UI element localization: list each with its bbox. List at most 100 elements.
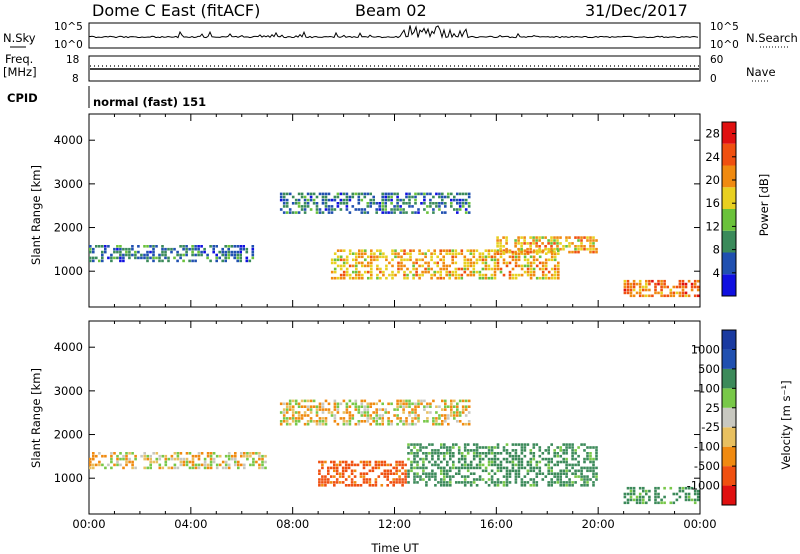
echo-cell [391,252,394,255]
echo-cell [433,249,436,252]
echo-cell [342,198,346,202]
echo-cell [502,245,505,248]
power-cbar-tick-label: 28 [705,127,720,141]
echo-cell [209,466,213,470]
echo-cell [110,253,113,257]
echo-cell [237,466,240,470]
echo-cell [351,192,355,196]
echo-cell [370,276,373,280]
echo-cell [586,452,589,455]
echo-cell [535,466,539,470]
echo-cell [532,250,535,254]
echo-cell [143,454,146,458]
echo-cell [246,454,249,458]
echo-cell [454,249,458,252]
echo-cell [122,253,125,257]
echo-cell [469,249,473,252]
echo-cell [464,414,468,417]
echo-cell [336,264,340,268]
echo-cell [411,402,414,406]
echo-cell [400,264,403,268]
echo-cell [463,264,467,268]
echo-cell [122,466,125,470]
echo-cell [414,414,417,417]
echo-cell [586,446,589,449]
echo-cell [279,208,283,211]
echo-cell [460,463,464,467]
echo-cell [261,457,264,461]
echo-cell [234,452,237,455]
echo-cell [140,256,143,260]
echo-cell [532,255,536,259]
echo-cell [370,258,373,262]
echo-cell [429,202,432,205]
echo-cell [635,282,639,286]
echo-cell [466,249,470,252]
echo-cell [333,261,337,265]
echo-cell [306,420,310,423]
echo-cell [194,253,197,257]
echo-cell [496,452,500,455]
echo-cell [339,264,343,268]
echo-cell [367,255,370,259]
echo-cell [399,208,402,211]
echo-cell [89,457,92,461]
echo-cell [303,399,307,403]
echo-cell [167,256,170,260]
echo-cell [565,460,568,464]
echo-cell [395,460,398,464]
echo-cell [158,256,161,260]
echo-cell [595,239,598,242]
echo-cell [529,449,533,452]
echo-cell [389,469,392,473]
echo-cell [654,492,657,496]
echo-cell [511,454,515,458]
echo-cell [297,202,301,205]
echo-cell [663,282,666,286]
echo-cell [577,245,580,248]
echo-cell [125,452,128,455]
echo-cell [529,236,532,239]
echo-cell [496,236,499,239]
echo-cell [399,198,402,202]
echo-cell [496,443,500,446]
echo-cell [354,192,358,196]
echo-cell [375,211,378,214]
echo-cell [684,495,688,499]
echo-cell [645,489,648,493]
echo-cell [550,255,554,259]
echo-cell [128,253,131,257]
echo-cell [629,489,633,493]
echo-cell [403,249,406,252]
echo-cell [433,273,436,277]
echo-cell [407,457,410,461]
echo-cell [463,466,467,470]
echo-cell [562,443,565,446]
echo-cell [433,261,436,265]
echo-cell [444,408,447,411]
echo-cell [520,446,524,449]
echo-cell [505,472,509,475]
echo-cell [375,402,378,406]
echo-cell [381,422,384,426]
echo-cell [366,202,370,205]
echo-cell [378,202,381,205]
echo-cell [421,258,424,262]
power-cbar-label: Power [dB] [757,174,771,237]
echo-cell [377,466,381,470]
echo-cell [243,463,246,467]
echo-cell [333,475,336,478]
echo-cell [403,270,406,274]
echo-cell [101,463,104,467]
echo-cell [403,273,406,277]
echo-cell [435,192,438,196]
echo-cell [541,457,545,461]
echo-cell [432,202,435,205]
echo-cell [390,422,393,426]
echo-cell [89,466,92,470]
echo-cell [648,489,651,493]
echo-cell [382,255,385,259]
echo-cell [394,255,397,259]
echo-cell [422,469,425,473]
echo-cell [209,259,212,263]
